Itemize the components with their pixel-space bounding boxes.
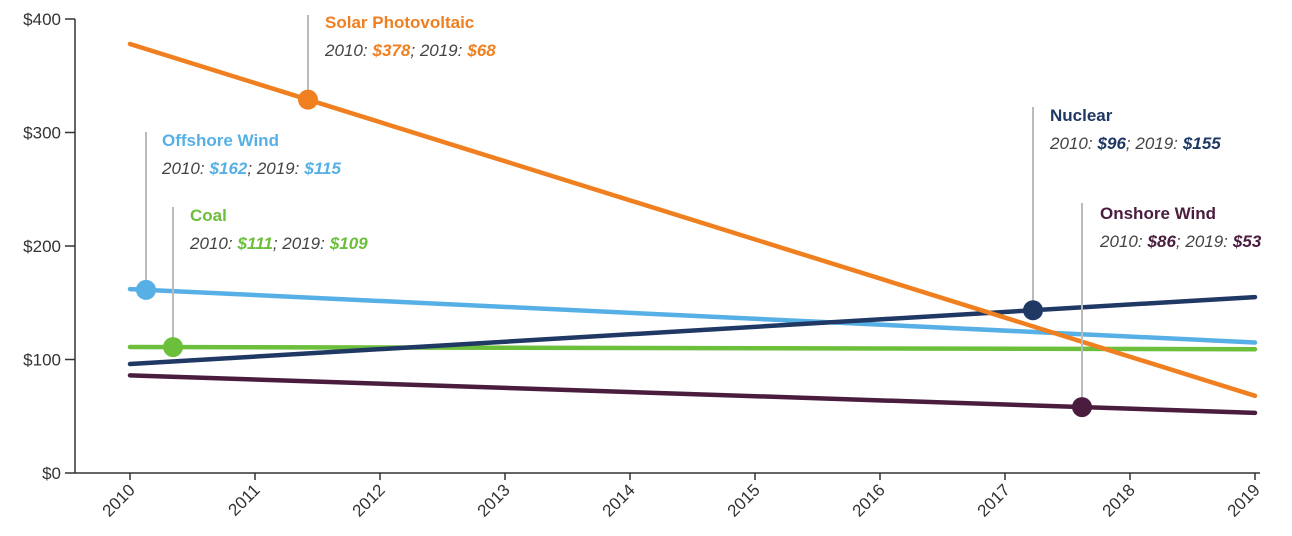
- value-label: $68: [466, 41, 496, 60]
- x-tick-label: 2018: [1099, 480, 1139, 520]
- annotation-part: ; 2019:: [1176, 232, 1228, 251]
- y-tick-label: $0: [42, 464, 61, 483]
- x-tick-label: 2016: [849, 480, 889, 520]
- annotation: 2010: $111; 2019: $109: [189, 234, 368, 253]
- annotation: 2010: $378; 2019: $68: [324, 41, 496, 60]
- series-line: [127, 286, 1258, 345]
- y-tick-label: $200: [23, 237, 61, 256]
- x-tick-label: 2013: [474, 480, 514, 520]
- value-label: $378: [372, 41, 411, 60]
- annotation-part: 2010:: [189, 234, 233, 253]
- x-tick-label: 2019: [1224, 480, 1264, 520]
- x-tick-label: 2011: [225, 480, 264, 519]
- value-label: $86: [1147, 232, 1177, 251]
- annotation-part: ; 2019:: [273, 234, 325, 253]
- value-label: $96: [1097, 134, 1127, 153]
- annotation-part: 2010:: [1099, 232, 1143, 251]
- callout-dot: [1072, 397, 1092, 418]
- annotation: 2010: $86; 2019: $53: [1099, 232, 1262, 251]
- y-tick-label: $400: [23, 10, 61, 29]
- annotation-part: ; 2019:: [1126, 134, 1178, 153]
- series-line: [127, 294, 1258, 367]
- callout-dot: [298, 89, 318, 110]
- series-name: Nuclear: [1050, 106, 1113, 125]
- callout-dot: [163, 337, 183, 358]
- series-name: Offshore Wind: [162, 131, 279, 150]
- series-line: [127, 344, 1258, 352]
- value-label: $53: [1232, 232, 1262, 251]
- callout-dot: [136, 279, 156, 300]
- x-tick-label: 2017: [974, 480, 1014, 520]
- series-name: Coal: [190, 206, 227, 225]
- x-tick-label: 2012: [349, 480, 389, 520]
- annotation-part: 2010:: [1049, 134, 1093, 153]
- value-label: $111: [237, 234, 273, 253]
- y-tick-label: $100: [23, 351, 61, 370]
- series-name: Solar Photovoltaic: [325, 13, 474, 32]
- value-label: $162: [209, 159, 248, 178]
- annotation-part: 2010:: [161, 159, 205, 178]
- annotation-part: ; 2019:: [410, 41, 462, 60]
- series-line: [127, 373, 1258, 416]
- x-tick-label: 2015: [724, 480, 764, 520]
- callout-dot: [1023, 300, 1043, 321]
- annotation-part: 2010:: [324, 41, 368, 60]
- value-label: $109: [329, 234, 368, 253]
- series-name: Onshore Wind: [1100, 204, 1216, 223]
- value-label: $155: [1182, 134, 1221, 153]
- annotation: 2010: $96; 2019: $155: [1049, 134, 1221, 153]
- y-tick-label: $300: [23, 124, 61, 143]
- annotation-part: ; 2019:: [247, 159, 299, 178]
- x-tick-label: 2014: [599, 480, 639, 520]
- value-label: $115: [303, 159, 341, 178]
- annotation: 2010: $162; 2019: $115: [161, 159, 341, 178]
- x-tick-label: 2010: [99, 480, 139, 520]
